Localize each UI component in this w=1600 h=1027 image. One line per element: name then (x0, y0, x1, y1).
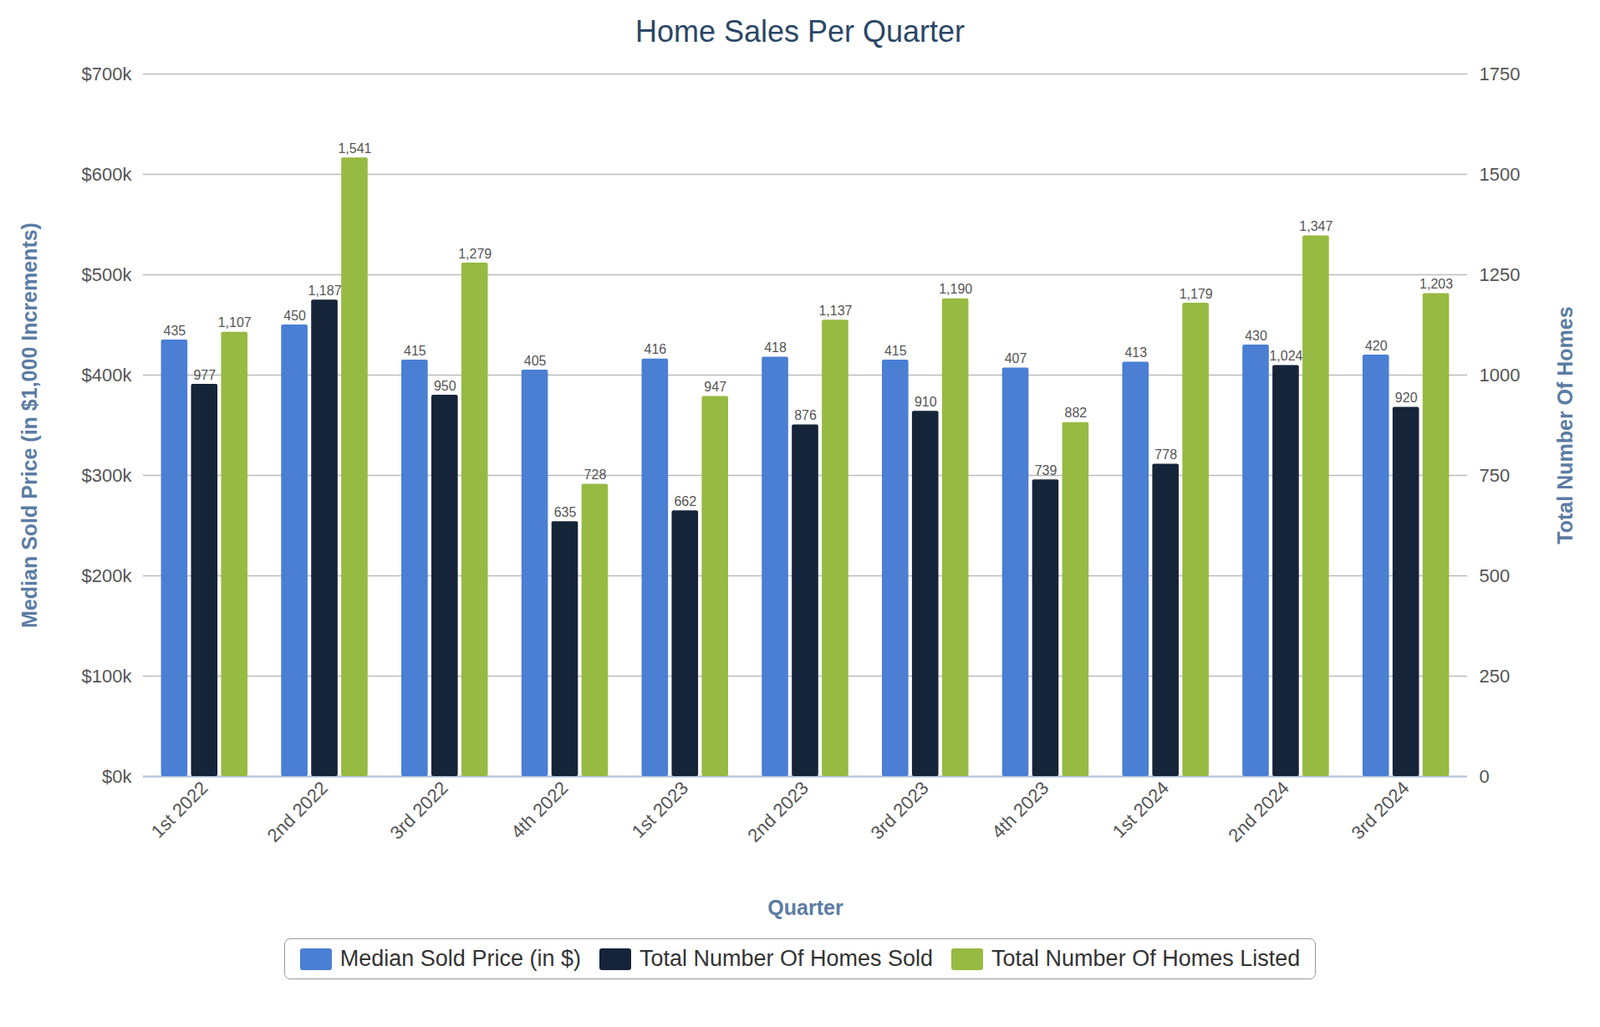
svg-text:1500: 1500 (1479, 163, 1521, 185)
svg-text:1250: 1250 (1479, 264, 1521, 286)
svg-text:4th 2023: 4th 2023 (987, 776, 1053, 842)
svg-text:$0k: $0k (101, 765, 133, 787)
svg-text:0: 0 (1479, 765, 1490, 787)
svg-text:739: 739 (1034, 463, 1058, 478)
svg-text:$700k: $700k (81, 63, 133, 85)
html-text:Total Number Of Homes Sold: Total Number Of Homes Sold (639, 945, 933, 971)
svg-text:2nd 2023: 2nd 2023 (743, 776, 813, 846)
svg-text:1,187: 1,187 (308, 283, 342, 298)
svg-text:$500k: $500k (81, 264, 133, 286)
html-text:Total Number Of Homes Listed: Total Number Of Homes Listed (991, 945, 1301, 971)
svg-text:Total Number Of Homes: Total Number Of Homes (1553, 305, 1577, 544)
svg-text:910: 910 (914, 394, 938, 409)
svg-text:413: 413 (1124, 345, 1147, 360)
svg-text:$200k: $200k (81, 565, 133, 586)
svg-text:876: 876 (794, 407, 817, 423)
svg-text:778: 778 (1154, 447, 1178, 462)
svg-text:3rd 2022: 3rd 2022 (386, 776, 453, 843)
svg-text:1,347: 1,347 (1299, 219, 1333, 234)
svg-text:662: 662 (673, 494, 697, 509)
svg-text:1st 2024: 1st 2024 (1108, 776, 1173, 841)
svg-text:920: 920 (1395, 390, 1418, 405)
svg-text:450: 450 (283, 308, 306, 323)
svg-text:2nd 2024: 2nd 2024 (1223, 776, 1294, 846)
svg-text:416: 416 (643, 341, 667, 357)
svg-text:635: 635 (554, 504, 577, 520)
svg-text:Quarter: Quarter (767, 895, 844, 919)
svg-text:405: 405 (524, 353, 547, 368)
svg-text:415: 415 (884, 343, 908, 358)
svg-text:420: 420 (1365, 338, 1388, 353)
html-text:Home Sales Per Quarter: Home Sales Per Quarter (635, 14, 965, 49)
svg-text:1,541: 1,541 (337, 141, 372, 156)
svg-text:882: 882 (1064, 405, 1088, 420)
svg-text:$100k: $100k (81, 665, 133, 687)
svg-text:$600k: $600k (81, 163, 133, 185)
svg-text:1,024: 1,024 (1268, 348, 1303, 363)
svg-text:1,279: 1,279 (458, 246, 492, 261)
svg-text:430: 430 (1244, 328, 1268, 343)
svg-text:4th 2022: 4th 2022 (506, 776, 572, 842)
svg-text:750: 750 (1479, 464, 1511, 486)
svg-text:1,107: 1,107 (218, 315, 252, 330)
svg-text:1st 2022: 1st 2022 (147, 776, 212, 841)
svg-text:950: 950 (433, 378, 457, 393)
svg-text:3rd 2024: 3rd 2024 (1347, 776, 1414, 843)
svg-text:728: 728 (584, 467, 607, 482)
svg-text:1000: 1000 (1479, 364, 1521, 386)
svg-text:977: 977 (193, 367, 216, 383)
svg-text:418: 418 (764, 340, 787, 355)
svg-text:415: 415 (403, 343, 427, 358)
svg-text:1,179: 1,179 (1179, 286, 1213, 301)
svg-text:1st 2023: 1st 2023 (627, 776, 693, 841)
svg-text:1750: 1750 (1479, 63, 1521, 85)
svg-text:$300k: $300k (81, 464, 133, 486)
svg-text:2nd 2022: 2nd 2022 (262, 776, 332, 846)
svg-text:947: 947 (703, 379, 727, 394)
svg-text:250: 250 (1479, 665, 1511, 687)
svg-text:Median Sold Price (in $1,000 I: Median Sold Price (in $1,000 Increments) (17, 222, 41, 628)
svg-text:1,137: 1,137 (818, 303, 852, 318)
html-text:Median Sold Price (in $): Median Sold Price (in $) (340, 945, 581, 971)
svg-text:407: 407 (1004, 351, 1028, 366)
svg-text:500: 500 (1479, 565, 1511, 586)
svg-text:3rd 2023: 3rd 2023 (866, 776, 933, 843)
svg-text:435: 435 (163, 323, 187, 338)
svg-text:$400k: $400k (81, 364, 133, 386)
svg-text:1,203: 1,203 (1419, 276, 1453, 291)
svg-text:1,190: 1,190 (938, 281, 973, 296)
